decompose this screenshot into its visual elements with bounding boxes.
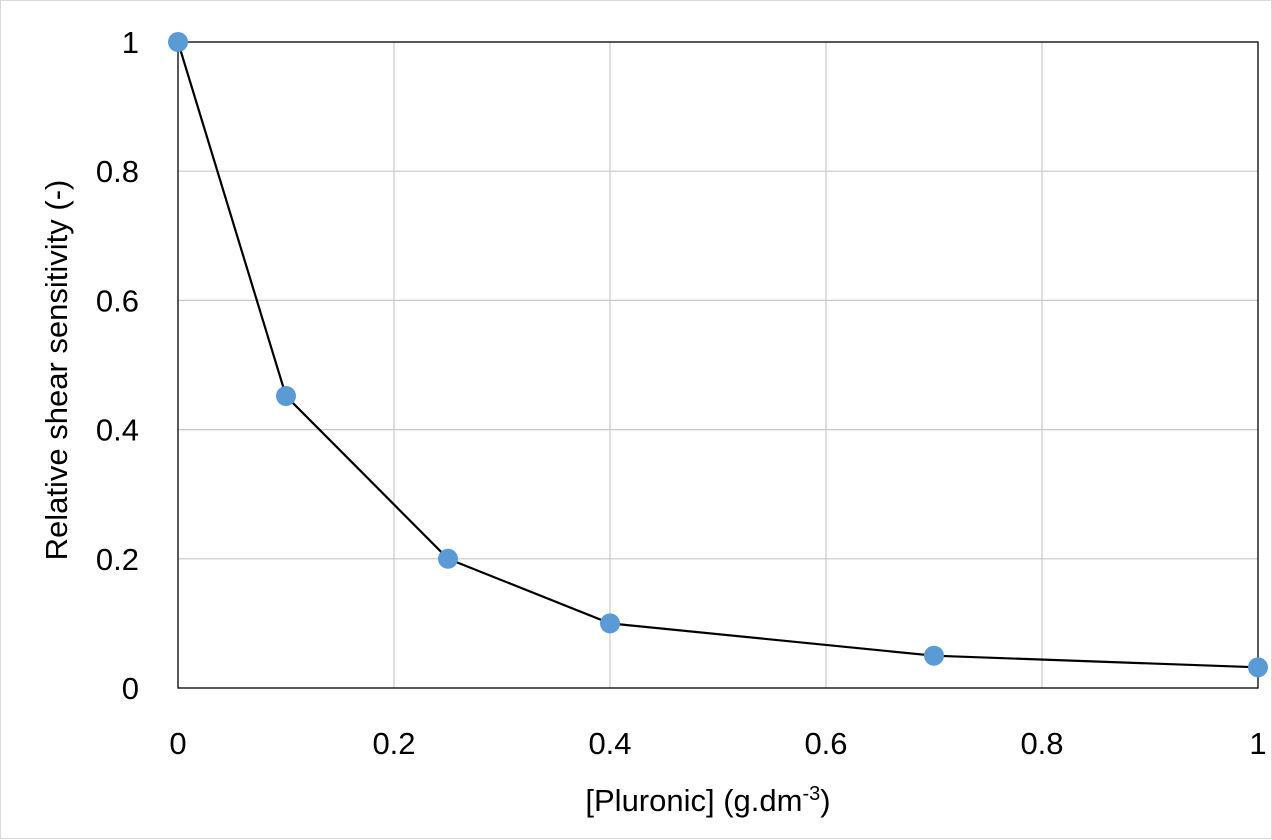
data-point	[1248, 657, 1268, 678]
series-layer	[168, 32, 1268, 678]
x-tick-label: 0.4	[588, 726, 631, 761]
x-tick-label: 0.6	[804, 726, 847, 761]
series-line	[176, 41, 1259, 669]
y-tick-label: 0.8	[96, 154, 139, 189]
x-tick-label: 0	[169, 726, 186, 761]
data-point	[168, 32, 188, 52]
x-tick-label: 0.8	[1020, 726, 1063, 761]
data-point	[600, 613, 620, 634]
x-axis-title-main: [Pluronic] (g.dm	[585, 783, 802, 818]
data-point	[438, 548, 458, 569]
x-tick-label: 0.2	[372, 726, 415, 761]
tick-labels: 0 0.2 0.4 0.6 0.8 1 0 0.2 0.4 0.6 0.8 1	[96, 25, 1267, 761]
y-tick-label: 1	[122, 25, 139, 60]
x-axis-title: [Pluronic] (g.dm-3)	[585, 783, 830, 818]
x-tick-label: 1	[1249, 726, 1266, 761]
y-tick-label: 0.4	[96, 413, 139, 448]
data-point	[276, 386, 296, 407]
data-point	[924, 645, 944, 666]
y-tick-label: 0.6	[96, 283, 139, 318]
x-axis-title-suffix: )	[820, 783, 830, 818]
gridlines	[178, 42, 1258, 688]
y-tick-label: 0	[122, 671, 139, 706]
plot-area-frame	[177, 41, 1259, 689]
y-tick-label: 0.2	[96, 542, 139, 577]
y-axis-title: Relative shear sensitivity (-)	[39, 180, 74, 561]
x-axis-title-superscript: -3	[802, 783, 820, 805]
